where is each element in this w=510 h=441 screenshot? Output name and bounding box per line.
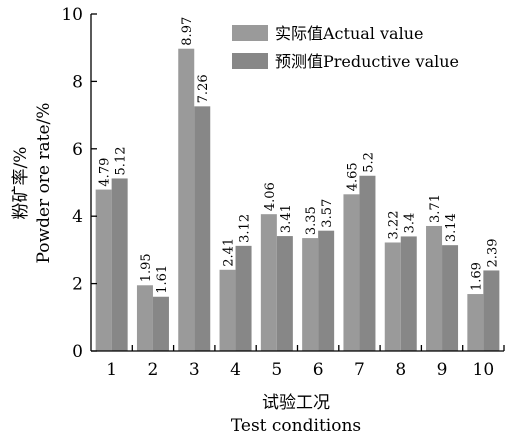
bar-actual: [467, 294, 484, 351]
data-labels-layer: 4.79 1.95 8.97 2.41 4.06 3.35 4.65 3.22 3.71 1.69…: [98, 17, 501, 294]
data-label: 1.61: [155, 265, 170, 294]
bar-actual: [302, 238, 319, 351]
legend-label-actual: 实际值Actual value: [275, 24, 423, 43]
x-tick-label: 10: [473, 360, 495, 380]
bar-predictive: [235, 245, 252, 351]
data-label: 4.79: [98, 158, 113, 187]
y-tick-label: 0: [72, 342, 83, 362]
bars-layer: [95, 48, 500, 351]
bar-predictive: [318, 230, 335, 351]
y-tick-label: 6: [72, 140, 83, 160]
legend: 实际值Actual value 预测值Preductive value: [232, 24, 459, 71]
bar-actual: [136, 285, 153, 351]
bar-actual: [219, 269, 236, 351]
y-axis-title-cn: 粉矿率/%: [11, 147, 31, 220]
x-tick-label: 6: [313, 360, 324, 380]
data-label: 3.14: [444, 213, 459, 242]
x-ticks-layer: 1 2 3 4 5 6 7 8 9 10: [106, 345, 505, 380]
bar-predictive: [152, 296, 169, 351]
y-ticks-layer: 0 2 4 6 8 10: [61, 5, 97, 362]
data-label: 3.4: [403, 213, 418, 234]
bar-predictive: [400, 236, 417, 351]
x-tick-label: 9: [437, 360, 448, 380]
legend-swatch-predictive: [232, 53, 268, 69]
x-tick-label: 7: [354, 360, 365, 380]
data-label: 3.57: [320, 199, 335, 228]
data-label: 2.39: [485, 239, 500, 268]
x-tick-label: 8: [395, 360, 406, 380]
x-tick-label: 1: [106, 360, 117, 380]
y-tick-label: 2: [72, 275, 83, 295]
y-tick-label: 8: [72, 72, 83, 92]
bar-predictive: [483, 270, 500, 351]
bar-predictive: [359, 175, 376, 351]
data-label: 7.26: [196, 74, 211, 103]
bar-actual: [260, 214, 277, 351]
data-label: 3.41: [279, 204, 294, 233]
data-label: 3.71: [428, 194, 443, 223]
x-axis-title-en: Test conditions: [231, 416, 361, 436]
bar-predictive: [276, 236, 293, 351]
x-tick-label: 3: [189, 360, 200, 380]
legend-swatch-actual: [232, 25, 268, 41]
data-label: 8.97: [180, 17, 195, 46]
bar-predictive: [194, 106, 211, 351]
y-tick-label: 10: [61, 5, 83, 25]
bar-actual: [343, 194, 360, 351]
data-label: 1.95: [139, 253, 154, 282]
data-label: 4.06: [263, 182, 278, 211]
y-tick-label: 4: [72, 207, 83, 227]
legend-label-predictive: 预测值Preductive value: [275, 52, 459, 71]
data-label: 5.2: [361, 152, 376, 173]
y-axis-title-en: Powder ore rate/%: [34, 103, 54, 264]
bar-predictive: [442, 245, 459, 351]
data-label: 3.12: [238, 214, 253, 243]
bar-actual: [384, 242, 401, 351]
x-axis-title-cn: 试验工况: [262, 393, 330, 413]
data-label: 3.35: [304, 206, 319, 235]
data-label: 3.22: [387, 211, 402, 240]
x-tick-label: 5: [271, 360, 282, 380]
bar-predictive: [111, 178, 128, 351]
bar-actual: [178, 48, 195, 351]
data-label: 1.69: [469, 262, 484, 291]
data-label: 5.12: [114, 147, 129, 176]
x-tick-label: 2: [148, 360, 159, 380]
x-tick-label: 4: [230, 360, 241, 380]
bar-actual: [426, 225, 443, 351]
bar-actual: [95, 189, 112, 351]
data-label: 2.41: [222, 238, 237, 267]
data-label: 4.65: [345, 162, 360, 191]
